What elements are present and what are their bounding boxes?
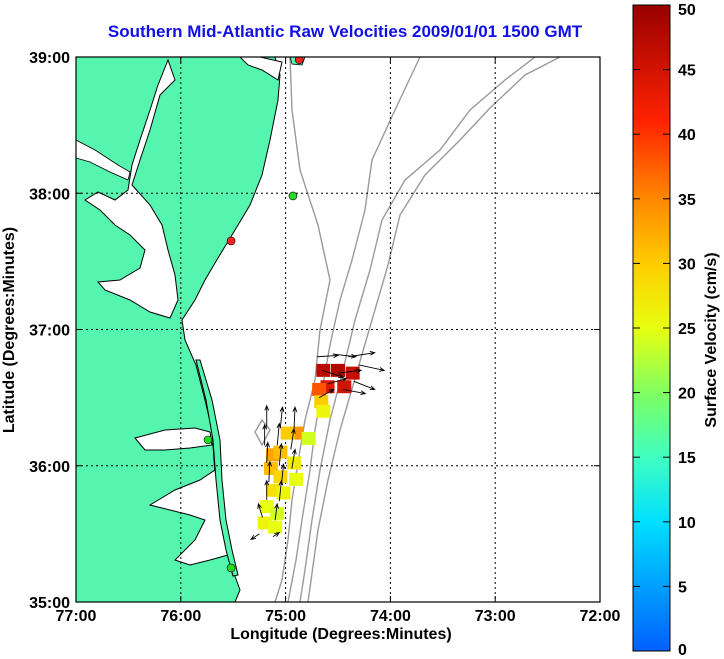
velocity-cell [273, 470, 288, 484]
velocity-vector [337, 368, 363, 374]
velocity-vector [292, 406, 298, 431]
x-tick-label: 74:00 [370, 608, 411, 625]
velocity-vector [272, 531, 281, 537]
map-title: Southern Mid-Atlantic Raw Velocities 200… [107, 22, 583, 41]
stations [203, 57, 304, 573]
velocity-cell [316, 404, 331, 418]
colorbar-tick-label: 10 [678, 515, 696, 532]
velocity-vector [290, 427, 296, 450]
colorbar-tick-label: 40 [678, 127, 696, 144]
colorbar-tick-label: 20 [678, 386, 696, 403]
station-marker [288, 191, 298, 201]
x-tick-label: 75:00 [265, 608, 306, 625]
velocity-vector [276, 422, 282, 446]
velocity-vector [250, 533, 260, 540]
y-tick-label: 38:00 [29, 186, 70, 203]
velocity-vector [265, 441, 270, 464]
velocity-cell [289, 472, 304, 486]
velocity-vector [278, 442, 284, 466]
station-marker [203, 435, 213, 445]
velocity-vector [264, 479, 270, 500]
colorbar-tick-label: 30 [678, 256, 696, 273]
velocity-vectors [250, 351, 386, 540]
water-albemarle-sound [134, 427, 213, 451]
station-marker [226, 563, 236, 573]
station-marker [294, 57, 304, 65]
x-tick-label: 73:00 [475, 608, 516, 625]
velocity-vector [278, 479, 284, 502]
velocity-vector [279, 406, 285, 428]
bathymetry-contour-mid [287, 57, 421, 602]
y-axis-label: Latitude (Degrees:Minutes) [1, 227, 18, 433]
velocity-cell [276, 486, 291, 500]
velocity-cell [337, 380, 352, 394]
velocity-vector [274, 502, 279, 521]
colorbar-tick-label: 35 [678, 192, 696, 209]
velocity-vector [264, 404, 270, 428]
velocity-vector [318, 388, 335, 399]
velocity-cell [286, 456, 301, 470]
water-pamlico-sound [148, 469, 229, 566]
colorbar-tick-label: 15 [678, 450, 696, 467]
bathymetry-contour-islet [254, 418, 271, 447]
y-tick-label: 37:00 [29, 323, 70, 340]
velocity-vector [267, 460, 273, 483]
x-axis-label: Longitude (Degrees:Minutes) [230, 626, 451, 643]
velocity-vector [257, 502, 263, 518]
x-tick-label: 77:00 [56, 608, 97, 625]
velocity-vector [353, 380, 376, 391]
velocity-cell [345, 366, 360, 380]
y-tick-label: 35:00 [29, 595, 70, 612]
velocity-cell [270, 506, 285, 520]
velocity-cell [312, 382, 327, 396]
colorbar-tick-label: 45 [678, 63, 696, 80]
velocity-cell [268, 520, 283, 534]
colorbar-tick-label: 25 [678, 321, 696, 338]
colorbar-tick-label: 50 [678, 2, 696, 19]
station-marker [226, 236, 236, 246]
velocity-vector [348, 351, 376, 358]
velocity-vector [343, 389, 367, 396]
y-tick-label: 39:00 [29, 50, 70, 67]
x-tick-label: 72:00 [580, 608, 621, 625]
colorbar-tick-label: 0 [678, 642, 687, 659]
water-delaware-bay [239, 57, 283, 81]
velocity-cell [301, 432, 316, 445]
velocity-vector [262, 423, 268, 446]
bathymetry-contour-shelf [274, 57, 331, 602]
water-chesapeake-bay [84, 58, 179, 319]
velocity-cell [331, 363, 345, 377]
velocity-vector [327, 377, 348, 385]
velocity-cells [257, 363, 360, 534]
x-axis-ticks: 77:00 76:00 75:00 74:00 73:00 72:00 [56, 57, 621, 625]
velocity-cell [280, 426, 295, 440]
grid [76, 57, 600, 602]
water-potomac [76, 139, 131, 181]
bathymetry-contour-deep2 [307, 57, 561, 602]
velocity-vector [291, 448, 297, 469]
land-outer-banks [195, 359, 239, 577]
bathymetry-contours [254, 57, 561, 602]
colorbar-label: Surface Velocity (cm/s) [703, 252, 720, 427]
bathymetry-contour-deep [299, 57, 536, 602]
y-axis-ticks: 39:00 38:00 37:00 36:00 35:00 [29, 50, 600, 612]
colorbar-tick-label: 5 [678, 579, 687, 596]
x-tick-label: 76:00 [160, 608, 201, 625]
velocity-vector [358, 364, 386, 372]
velocity-vector [322, 369, 345, 379]
y-tick-label: 36:00 [29, 459, 70, 476]
